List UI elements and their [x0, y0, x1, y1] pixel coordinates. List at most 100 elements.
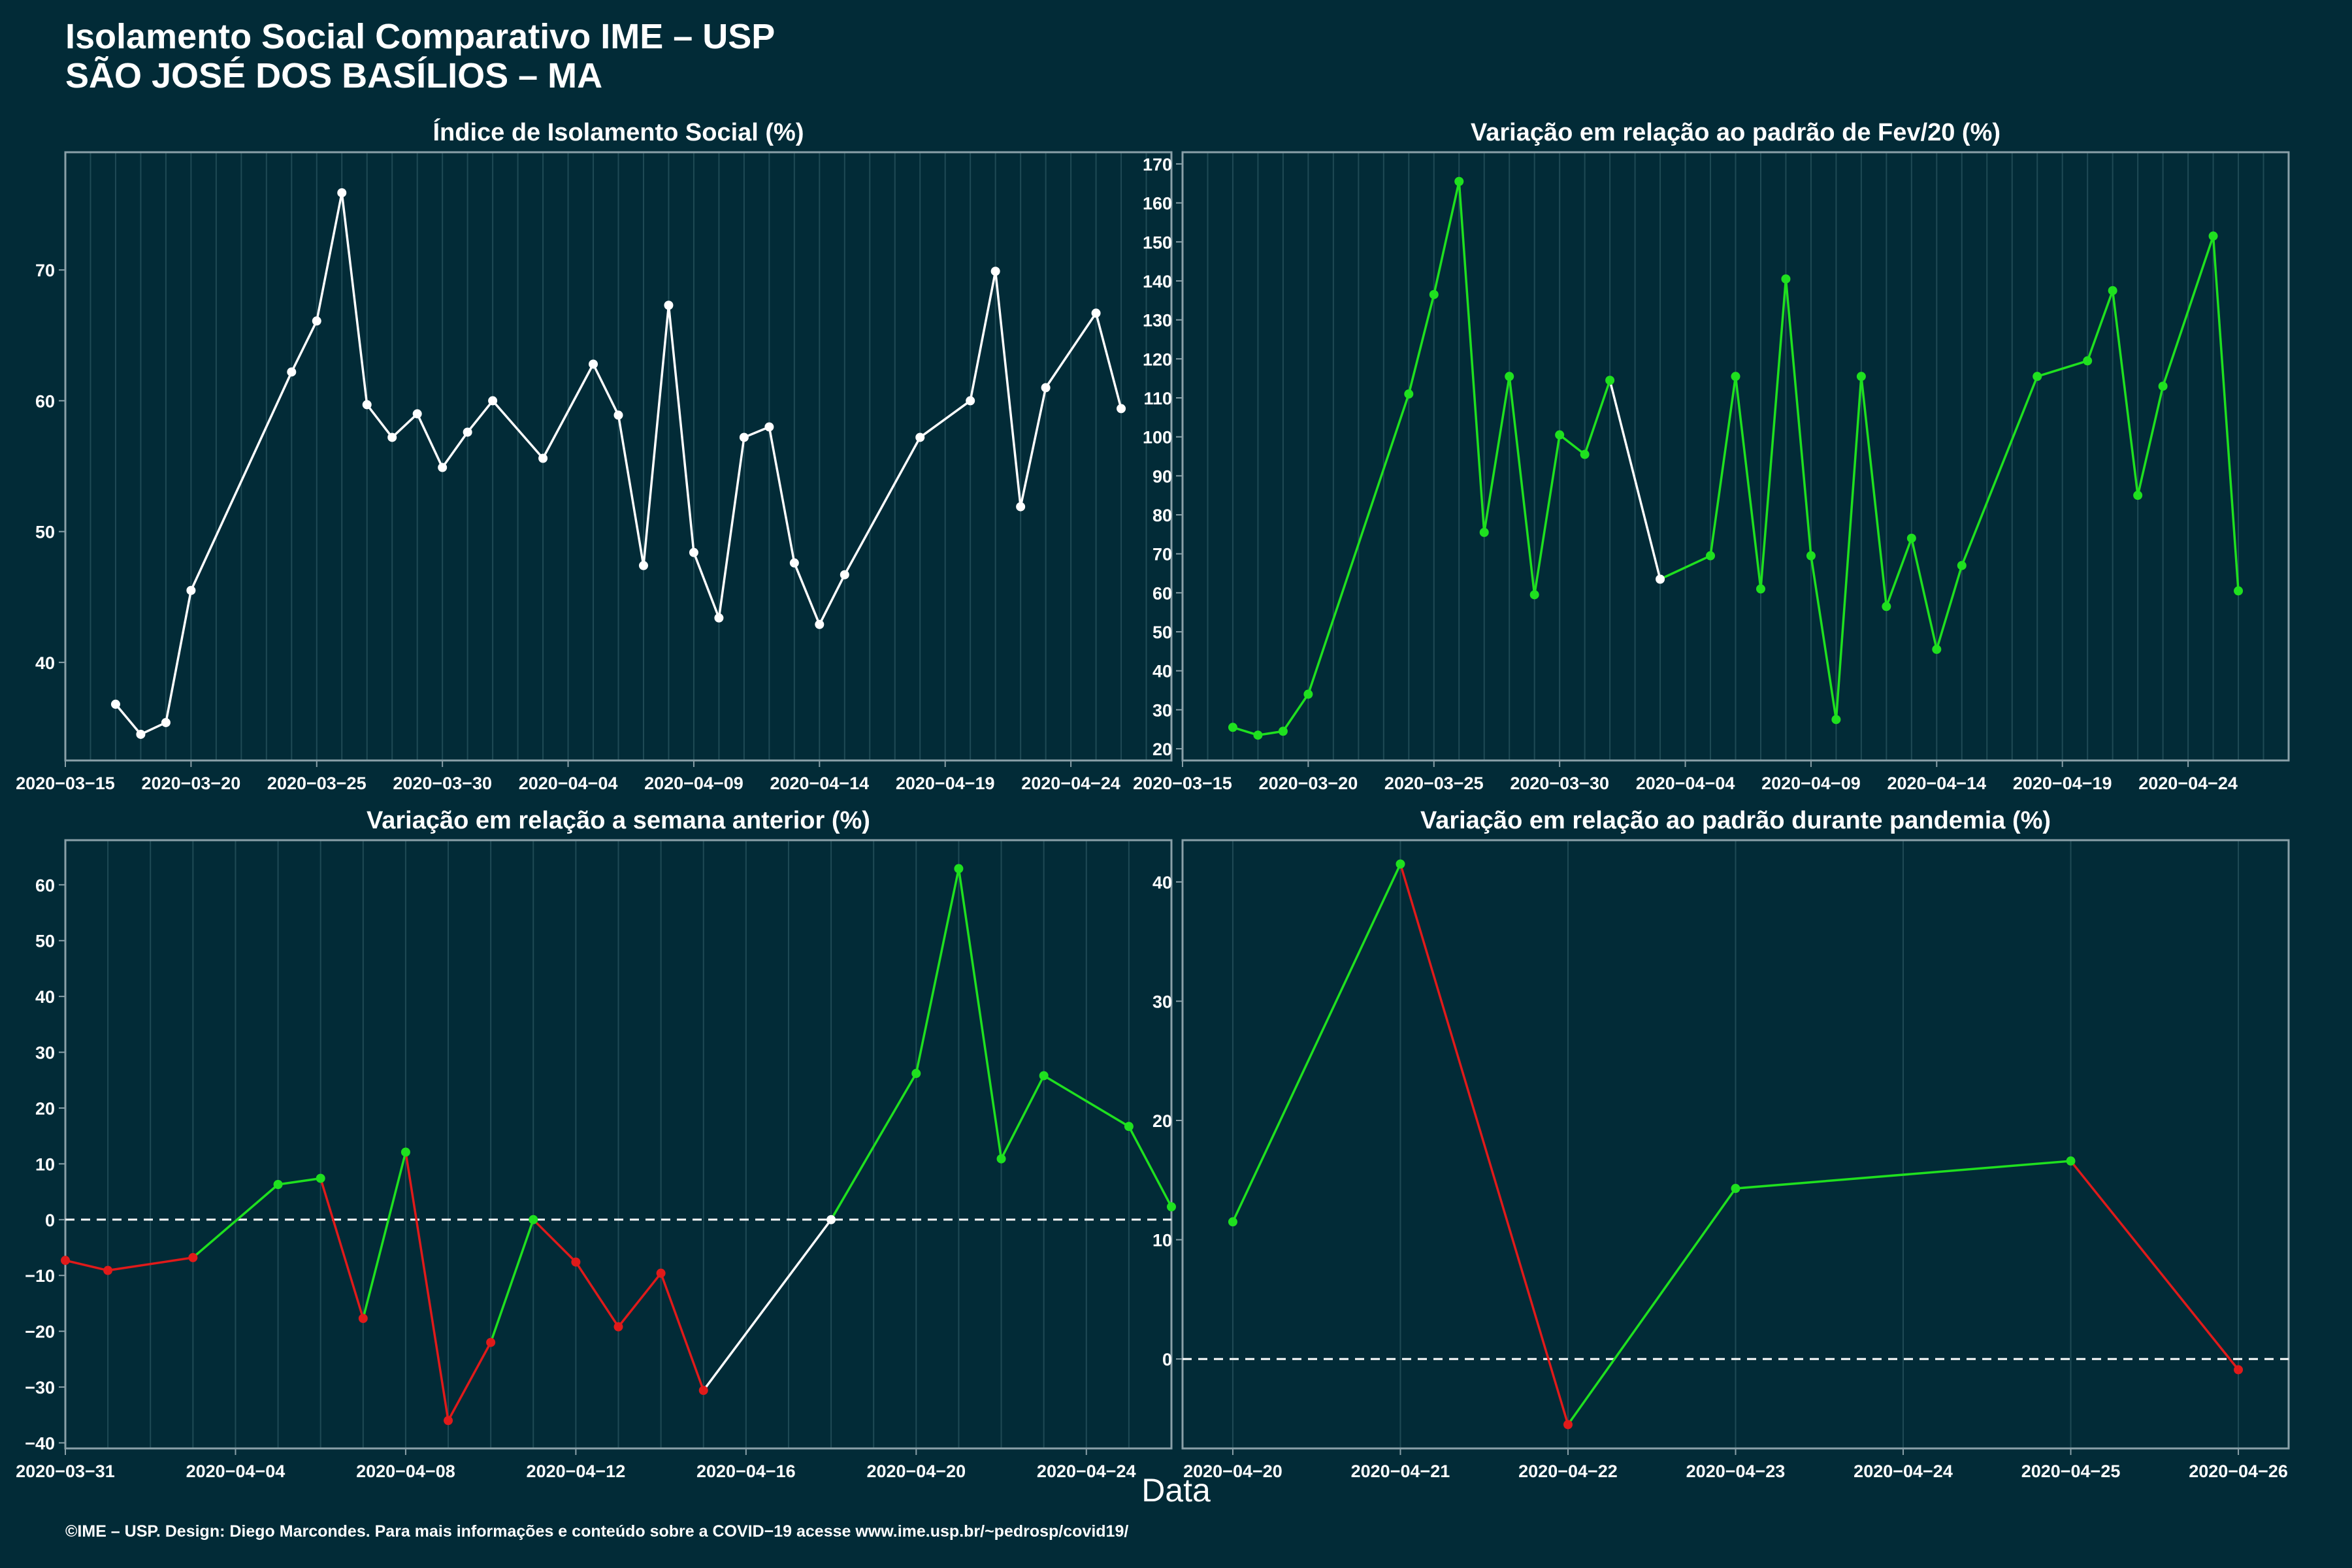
x-tick-label: 2020−04−24: [1037, 1462, 1136, 1481]
data-point: [1731, 1184, 1740, 1194]
x-tick-label: 2020−04−25: [2021, 1462, 2121, 1481]
data-point: [387, 433, 397, 442]
chart-title: Variação em relação ao padrão durante pa…: [1420, 807, 2051, 834]
y-tick-label: 140: [1143, 272, 1172, 291]
series-segment: [969, 270, 997, 401]
series-segment: [542, 363, 595, 459]
chart-panel-3: Variação em relação a semana anterior (%…: [16, 807, 1176, 1481]
y-tick-label: 110: [1143, 389, 1172, 408]
series-segment: [114, 703, 142, 736]
x-tick-label: 2020−03−20: [142, 774, 241, 793]
y-tick-label: 100: [1143, 428, 1172, 448]
y-tick-label: −30: [25, 1378, 55, 1397]
series-segment: [1784, 278, 1812, 556]
data-point: [1731, 372, 1740, 382]
data-point: [136, 729, 146, 739]
panel-border: [1181, 839, 2290, 1450]
data-point: [840, 570, 849, 580]
data-point: [2158, 382, 2168, 391]
x-tick-label: 2020−03−20: [1259, 774, 1358, 793]
data-point: [161, 717, 171, 727]
data-point: [312, 316, 321, 326]
data-point: [1039, 1071, 1049, 1081]
y-tick-label: 80: [1152, 506, 1172, 525]
data-point: [110, 699, 120, 709]
data-point: [911, 1069, 921, 1079]
data-point: [1706, 551, 1716, 561]
x-tick-label: 2020−04−14: [1887, 774, 1986, 793]
x-tick-label: 2020−03−15: [1133, 774, 1232, 793]
series-segment: [1910, 538, 1938, 650]
data-point: [689, 547, 698, 557]
series-segment: [1860, 376, 1888, 607]
series-segment: [319, 1178, 365, 1319]
data-point: [613, 410, 623, 420]
series-segment: [65, 1259, 108, 1272]
series-segment: [1128, 1126, 1173, 1207]
data-point: [1756, 584, 1765, 594]
x-tick-label: 2020−04−14: [770, 774, 869, 793]
data-point: [638, 561, 648, 570]
x-tick-label: 2020−03−25: [1384, 774, 1484, 793]
series-segment: [1735, 1160, 2071, 1190]
data-point: [1124, 1122, 1134, 1132]
data-point: [664, 301, 674, 310]
data-point: [915, 433, 925, 442]
data-point: [103, 1266, 113, 1275]
x-tick-label: 2020−04−09: [644, 774, 743, 793]
y-tick-label: 60: [1152, 583, 1172, 603]
data-point: [444, 1416, 453, 1426]
data-point: [1396, 859, 1405, 869]
series-segment: [1458, 181, 1486, 533]
series-segment: [404, 1152, 449, 1421]
series-segment: [1232, 863, 1402, 1222]
data-point: [1580, 449, 1590, 459]
data-point: [2033, 372, 2042, 382]
x-tick-label: 2020−04−24: [1021, 774, 1120, 793]
title-block: Isolamento Social Comparativo IME – USP …: [65, 17, 775, 95]
series-segment: [1407, 294, 1435, 395]
series-segment: [1810, 555, 1838, 720]
series-segment: [340, 192, 368, 405]
data-point: [362, 400, 372, 410]
series-segment: [1019, 387, 1047, 507]
series-segment: [532, 1218, 577, 1263]
x-axis-label: Data: [1141, 1472, 1211, 1509]
y-tick-label: 30: [35, 1043, 55, 1063]
x-tick-label: 2020−04−04: [1636, 774, 1735, 793]
y-tick-label: 90: [1152, 466, 1172, 486]
series-segment: [140, 721, 167, 736]
data-point: [789, 558, 799, 568]
data-point: [1253, 730, 1263, 740]
series-segment: [1609, 380, 1661, 580]
data-point: [1932, 644, 1942, 654]
data-point: [438, 463, 448, 472]
data-point: [739, 433, 749, 442]
data-point: [2133, 491, 2143, 500]
x-tick-label: 2020−04−20: [1183, 1462, 1282, 1481]
chart-title: Índice de Isolamento Social (%): [433, 118, 804, 146]
data-point: [815, 619, 825, 629]
data-point: [571, 1257, 581, 1267]
series-segment: [1885, 538, 1913, 607]
y-tick-label: 40: [35, 653, 55, 673]
y-tick-label: 20: [35, 1099, 55, 1119]
data-point: [1303, 689, 1313, 699]
series-segment: [793, 563, 821, 625]
x-tick-label: 2020−03−25: [267, 774, 367, 793]
data-point: [287, 367, 297, 377]
series-segment: [1508, 376, 1536, 595]
series-segment: [1482, 376, 1511, 533]
y-tick-label: 60: [35, 875, 55, 895]
chart-panel-4: Variação em relação ao padrão durante pa…: [1152, 807, 2290, 1481]
series-segment: [2212, 236, 2240, 591]
series-segment: [2070, 1160, 2240, 1371]
series-segment: [1533, 434, 1561, 595]
y-tick-label: 160: [1143, 194, 1172, 214]
data-point: [613, 1322, 623, 1331]
series-segment: [1043, 1074, 1130, 1128]
data-point: [1479, 527, 1489, 537]
series-segment: [416, 413, 444, 468]
series-segment: [165, 590, 193, 723]
